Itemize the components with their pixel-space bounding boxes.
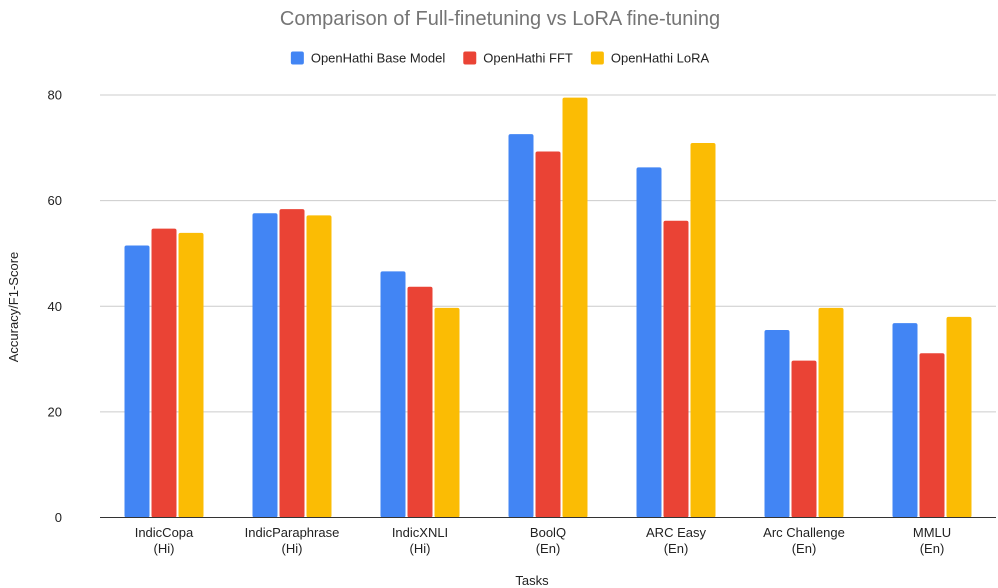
x-axis-title: Tasks: [515, 573, 549, 588]
x-tick-label: ARC Easy: [646, 525, 706, 540]
bar: [380, 271, 406, 518]
x-tick-label: (En): [536, 541, 561, 556]
x-tick-label: (Hi): [154, 541, 175, 556]
bar: [407, 286, 433, 518]
x-tick-label: (Hi): [282, 541, 303, 556]
bar: [919, 353, 945, 518]
y-tick-label: 20: [48, 404, 62, 419]
bar: [535, 151, 561, 518]
legend-item: OpenHathi LoRA: [590, 51, 710, 66]
bar: [791, 360, 817, 518]
bar: [124, 245, 150, 518]
chart-title: Comparison of Full-finetuning vs LoRA fi…: [280, 8, 720, 30]
y-tick-label: 0: [55, 510, 62, 525]
bar: [818, 307, 844, 518]
x-tick-label: (Hi): [410, 541, 431, 556]
bar: [562, 97, 588, 518]
bar: [946, 316, 972, 518]
x-tick-label: Arc Challenge: [763, 525, 845, 540]
bar: [508, 134, 534, 518]
bar: [151, 228, 177, 518]
x-tick-label: (En): [792, 541, 817, 556]
y-axis-title: Accuracy/F1-Score: [6, 252, 21, 363]
legend-swatch: [290, 51, 304, 65]
bar: [279, 209, 305, 518]
bar: [764, 330, 790, 518]
y-axis-ticks: 0 20 40 60 80: [48, 88, 62, 526]
x-tick-label: BoolQ: [530, 525, 566, 540]
x-tick-label: (En): [920, 541, 945, 556]
bar: [892, 323, 918, 518]
legend-label: OpenHathi FFT: [483, 51, 573, 66]
legend-swatch: [590, 51, 604, 65]
bar: [690, 143, 716, 518]
bar: [252, 213, 278, 518]
bar: [636, 167, 662, 518]
x-tick-label: IndicXNLI: [392, 525, 448, 540]
legend-item: OpenHathi FFT: [463, 51, 573, 66]
x-tick-label: IndicCopa: [135, 525, 194, 540]
legend-item: OpenHathi Base Model: [290, 51, 446, 66]
x-tick-label: MMLU: [913, 525, 951, 540]
y-tick-label: 60: [48, 193, 62, 208]
y-tick-label: 40: [48, 299, 62, 314]
legend: OpenHathi Base Model OpenHathi FFT OpenHat…: [290, 51, 710, 66]
bars: [124, 97, 972, 518]
bar: [434, 307, 460, 518]
bar: [663, 220, 689, 518]
x-tick-label: (En): [664, 541, 689, 556]
x-axis-ticks: IndicCopa(Hi)IndicParaphrase(Hi)IndicXNL…: [135, 525, 951, 556]
x-tick-label: IndicParaphrase: [245, 525, 340, 540]
bar: [306, 215, 332, 518]
legend-label: OpenHathi Base Model: [311, 51, 446, 66]
bar: [178, 232, 204, 518]
y-tick-label: 80: [48, 88, 62, 103]
legend-swatch: [463, 51, 477, 65]
legend-label: OpenHathi LoRA: [611, 51, 710, 66]
